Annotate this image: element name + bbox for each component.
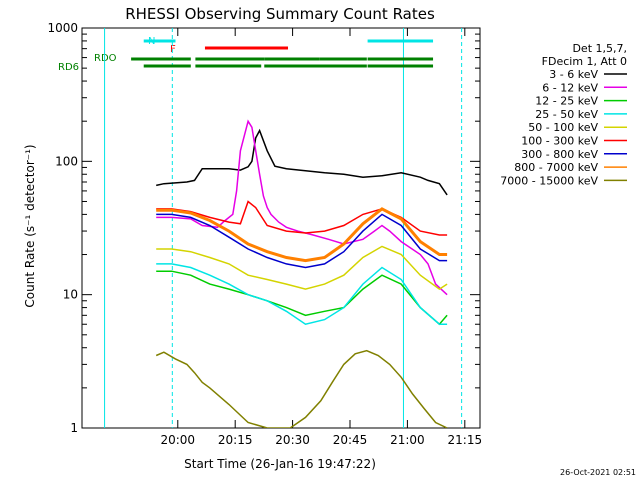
y-axis-label: Count Rate (s⁻¹ detector⁻¹) [23, 144, 37, 307]
series-line-4 [156, 263, 448, 326]
legend-label: 100 - 300 keV [521, 135, 598, 148]
x-tick-label: 20:45 [333, 433, 368, 447]
y-tick-label: 1000 [47, 21, 78, 35]
y-tick-label: 100 [55, 154, 78, 168]
x-tick-label: 20:00 [160, 433, 195, 447]
series-line-1 [156, 128, 448, 196]
plot-layer: 20:00 20:15 20:30 20:45 21:00 21:15 1 10 100 1000… [47, 21, 627, 447]
legend-label: 12 - 25 keV [535, 95, 598, 108]
flag-label-rdo: RDO [94, 53, 117, 64]
legend-label: 6 - 12 keV [542, 81, 598, 94]
x-tick-label: 21:00 [390, 433, 425, 447]
legend-header-line-2: FDecim 1, Att 0 [542, 55, 627, 68]
series-line-9 [155, 349, 448, 428]
flag-label-f: F [170, 44, 176, 55]
x-tick-label: 20:15 [218, 433, 253, 447]
footer-timestamp: 26-Oct-2021 02:51 [560, 468, 636, 477]
legend-label: 50 - 100 keV [528, 121, 598, 134]
legend-header-line-1: Det 1,5,7, [572, 42, 627, 55]
y-tick-label: 1 [70, 421, 78, 435]
series-line-5 [156, 245, 448, 291]
series-line-7 [156, 213, 448, 269]
legend-label: 300 - 800 keV [521, 148, 598, 161]
x-tick-label: 21:15 [448, 433, 483, 447]
series-line-2 [156, 119, 448, 296]
legend-label: 800 - 7000 keV [514, 161, 598, 174]
legend-label: 3 - 6 keV [549, 68, 598, 81]
chart-title: RHESSI Observing Summary Count Rates [125, 5, 435, 23]
legend-label: 7000 - 15000 keV [500, 174, 598, 187]
x-tick-label: 20:30 [275, 433, 310, 447]
x-axis-label: Start Time (26-Jan-16 19:47:22) [184, 457, 376, 471]
y-tick-label: 10 [63, 288, 78, 302]
flag-label-rd6: RD6 [58, 62, 79, 73]
series-line-3 [156, 270, 448, 326]
legend-label: 25 - 50 keV [535, 108, 598, 121]
series-line-8 [156, 207, 448, 263]
